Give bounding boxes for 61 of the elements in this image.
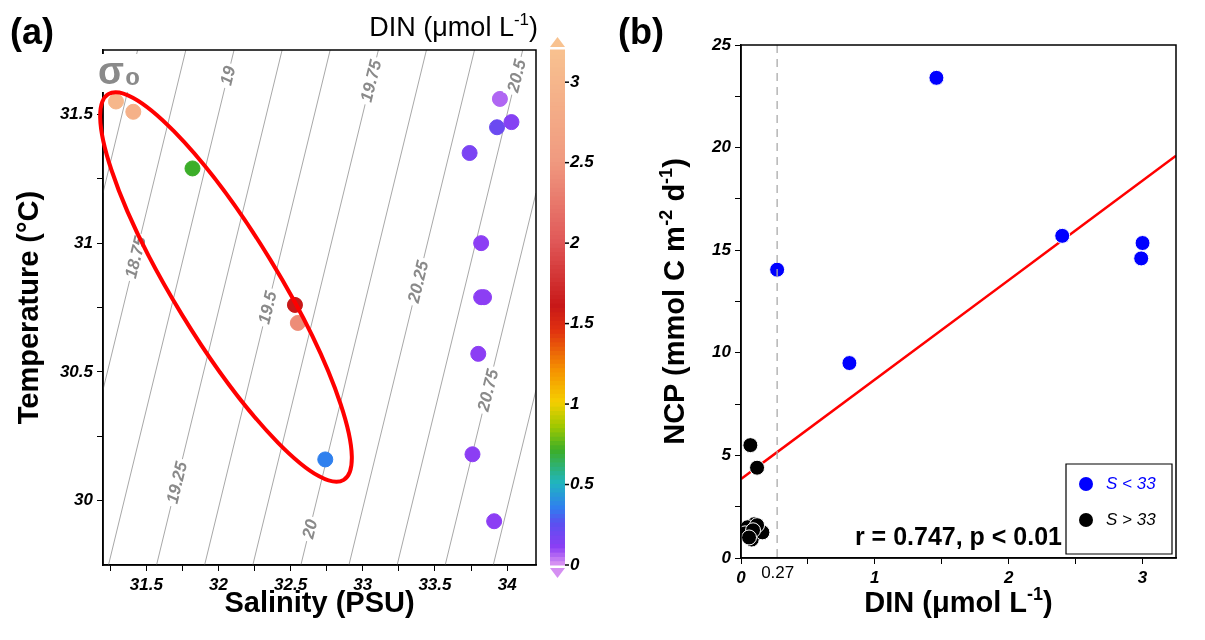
x-tick-label: 2	[1002, 567, 1014, 587]
y-tick-label: 10	[712, 342, 732, 362]
text: 19.75	[356, 57, 386, 104]
y-tick-label: 31.5	[59, 104, 94, 124]
chart-title: (b)	[618, 11, 664, 52]
point	[486, 513, 503, 530]
ref-line-label: 0.27	[761, 563, 795, 583]
text: 19.5	[254, 288, 281, 326]
color-bar-label: 2	[569, 232, 580, 252]
point	[184, 160, 201, 177]
color-bar-label: 3	[570, 71, 580, 91]
x-tick-label: 3	[1137, 567, 1148, 587]
text: 20	[298, 517, 322, 542]
color-bar-label: 1.5	[570, 313, 595, 333]
point	[841, 355, 858, 372]
text: 19	[216, 63, 240, 88]
point	[125, 103, 142, 120]
point	[317, 451, 334, 468]
point	[503, 114, 520, 131]
point	[1133, 250, 1150, 267]
point	[470, 345, 487, 362]
color-bar-label: 0.5	[570, 474, 595, 494]
annotation: r = 0.747, p < 0.01	[854, 522, 1063, 550]
y-tick-label: 5	[721, 445, 732, 465]
color-bar-label: 0	[570, 554, 580, 574]
y-tick-label: 15	[712, 239, 732, 259]
point	[464, 446, 481, 463]
y-tick-label: 30	[74, 490, 94, 510]
text: 20.75	[473, 366, 503, 415]
point	[1134, 235, 1151, 252]
legend-label: S > 33	[1106, 509, 1157, 529]
point	[742, 437, 759, 454]
y-tick-label: 25	[711, 34, 732, 54]
point	[107, 93, 124, 110]
text: 19.25	[162, 459, 192, 506]
x-tick-label: 34	[497, 574, 518, 594]
y-axis-title: Temperature (°C)	[12, 190, 44, 425]
legend-label: S < 33	[1106, 473, 1157, 493]
y-axis-title: NCP (mmol C m-2 d-1)	[655, 158, 690, 445]
annotation: σ₀	[98, 50, 142, 92]
color-bar-label: 2.5	[569, 152, 595, 172]
point	[1054, 227, 1071, 244]
color-bar-label: 1	[570, 393, 580, 413]
text: 20.25	[403, 258, 433, 306]
x-tick-label: 0	[736, 567, 747, 587]
y-tick-label: 20	[711, 137, 732, 157]
point	[749, 459, 766, 476]
text: 20.5	[503, 56, 530, 96]
x-tick-label: 32	[209, 574, 229, 594]
y-tick-label: 0	[721, 547, 732, 567]
point	[461, 145, 478, 161]
point	[491, 90, 508, 107]
point	[489, 119, 506, 136]
y-tick-label: 31	[74, 232, 93, 252]
y-tick-label: 30.5	[59, 361, 94, 381]
x-tick-label: 31.5	[129, 574, 164, 594]
x-tick-label: 33.5	[418, 574, 453, 594]
chart-title: (a)	[10, 11, 54, 52]
x-tick-label: 1	[870, 567, 880, 587]
point	[473, 235, 490, 252]
point	[928, 69, 945, 86]
